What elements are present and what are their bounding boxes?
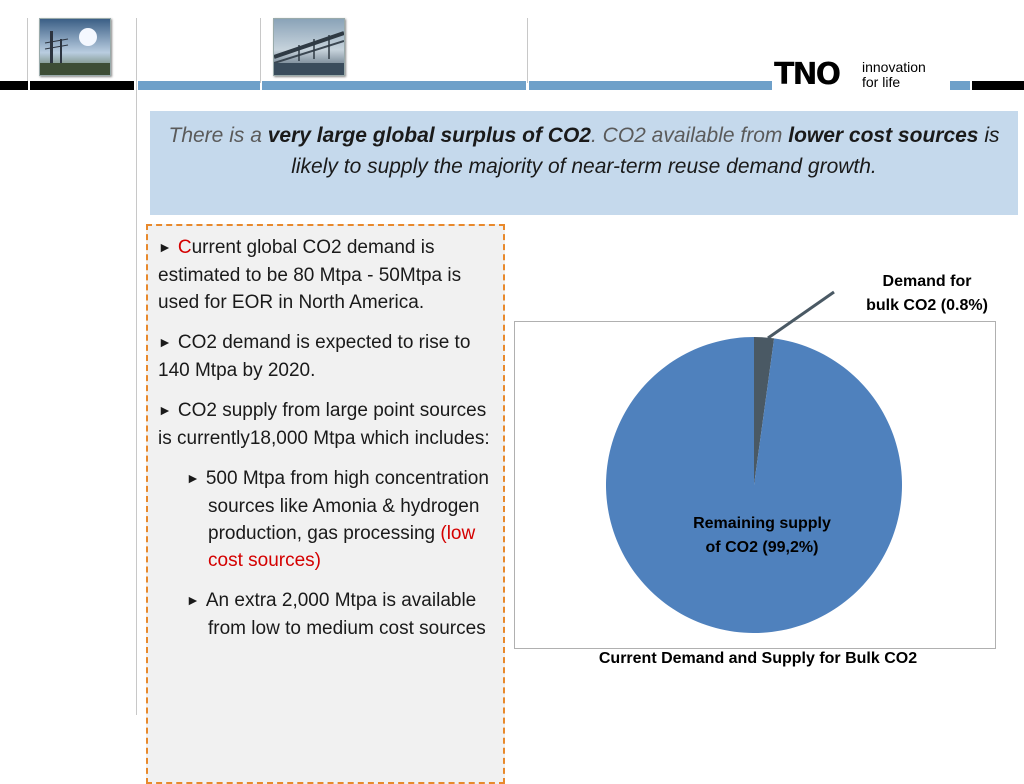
slice-label-supply-line1: Remaining supply — [693, 515, 831, 532]
logo-tagline-line2: for life — [862, 74, 901, 90]
header-bar-blue — [138, 81, 260, 90]
pie-slice-demand — [754, 337, 775, 485]
divider-line — [260, 18, 261, 83]
bullet-arrow-icon: ► — [158, 334, 172, 350]
slide-headline: There is a very large global surplus of … — [150, 111, 1018, 215]
header-bar-black — [972, 81, 1024, 90]
callout-line — [767, 290, 835, 340]
bullet-text: CO2 supply from large point sources is c… — [158, 400, 490, 449]
bullet-item: ► CO2 supply from large point sources is … — [158, 397, 493, 452]
logo-tagline: innovation for life — [862, 60, 926, 90]
bullet-text: An extra 2,000 Mtpa is available from lo… — [205, 590, 486, 639]
bullet-text: urrent global CO2 demand is estimated to… — [158, 237, 462, 313]
logo-mark: TNO — [774, 57, 841, 92]
bullet-panel: ► Current global CO2 demand is estimated … — [146, 224, 505, 784]
logo-tagline-line1: innovation — [862, 59, 926, 75]
slice-label-supply-line2: of CO2 (99,2%) — [706, 539, 819, 556]
header-bar-black — [30, 81, 134, 90]
headline-emphasis: very large global surplus of CO2 — [267, 124, 591, 147]
bullet-arrow-icon: ► — [186, 470, 200, 486]
headline-part: . CO2 available from — [590, 124, 789, 147]
bullet-initial: C — [177, 237, 192, 258]
divider-line — [136, 18, 137, 715]
slice-label-demand-line1: Demand for — [883, 273, 972, 290]
header-photo-bridge — [273, 18, 345, 76]
pie-chart: Demand for bulk CO2 (0.8%) Remaining sup… — [605, 273, 988, 633]
divider-line — [27, 18, 28, 83]
divider-line — [527, 18, 528, 83]
headline-part: There is a — [168, 124, 268, 147]
bullet-item: ► CO2 demand is expected to rise to 140 M… — [158, 329, 493, 384]
bullet-text: CO2 demand is expected to rise to 140 Mt… — [158, 332, 471, 381]
sub-bullet-item: ► An extra 2,000 Mtpa is available from l… — [158, 587, 493, 642]
bridge-image-icon — [274, 19, 344, 75]
header-photo-power-plant — [39, 18, 111, 76]
bullet-text: 500 Mtpa from high concentration sources… — [205, 468, 489, 544]
headline-part: is likely to supply the majority of near… — [291, 124, 1000, 178]
header-bar-blue — [529, 81, 772, 90]
pie-slice-remaining-supply — [605, 337, 902, 633]
bullet-item: ► Current global CO2 demand is estimated … — [158, 234, 493, 316]
bullet-highlight: (low cost sources) — [208, 523, 476, 571]
header-bar-blue — [262, 81, 526, 90]
bullet-arrow-icon: ► — [158, 402, 172, 418]
bullet-arrow-icon: ► — [158, 239, 172, 255]
sub-bullet-item: ► 500 Mtpa from high concentration source… — [158, 465, 493, 574]
headline-emphasis: lower cost sources — [788, 124, 979, 147]
bullet-arrow-icon: ► — [186, 592, 200, 608]
power-plant-image-icon — [40, 19, 110, 75]
slice-label-demand-line2: bulk CO2 (0.8%) — [866, 297, 988, 314]
chart-title: Current Demand and Supply for Bulk CO2 — [598, 650, 918, 667]
header-bar-black — [0, 81, 28, 90]
tno-logo: TNO innovation for life — [772, 58, 950, 92]
